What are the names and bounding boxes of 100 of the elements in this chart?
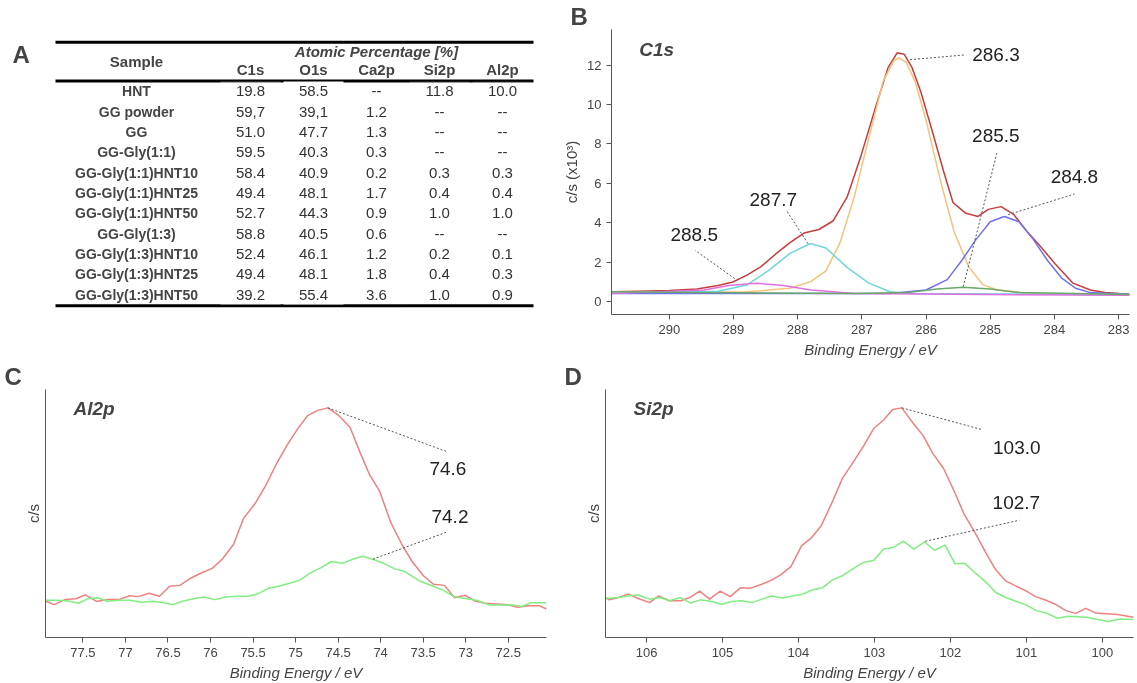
data-label: 49.4	[235, 183, 266, 201]
y-axis-title: c/s	[24, 503, 42, 524]
data-label: 59.5	[235, 143, 266, 161]
x-tick-label: 288	[786, 321, 809, 337]
y-tick-label: GG-Gly(1:1)HNT25	[75, 184, 199, 201]
text: --	[371, 82, 382, 100]
y-tick-label: 12	[587, 57, 602, 73]
x-tick-label: 286	[915, 321, 937, 337]
x-tick-label: 284	[1043, 321, 1066, 337]
text: B	[570, 2, 588, 30]
text: A	[12, 40, 30, 68]
data-label: 0.4	[492, 183, 513, 201]
x-tick-label: 101	[1015, 644, 1038, 660]
y-tick-label: GG-Gly(1:3)HNT50	[75, 286, 199, 303]
x-tick-label: 73	[458, 644, 473, 660]
data-label: 1.3	[366, 122, 387, 140]
x-tick-label: 74.5	[325, 644, 351, 660]
data-label: 55.4	[298, 285, 329, 303]
text: --	[434, 102, 445, 120]
text: --	[434, 143, 445, 161]
x-tick-label: 289	[722, 321, 745, 337]
annotation: 288.5	[670, 223, 718, 245]
annotation: 284.8	[1050, 165, 1099, 187]
x-tick-label: 105	[711, 644, 734, 660]
x-tick-label: 75.5	[240, 644, 266, 660]
annotation: 287.7	[749, 188, 798, 210]
data-label: 58.8	[235, 224, 266, 242]
annotation: 74.6	[429, 457, 467, 479]
x-tick-label: Si2p	[423, 60, 456, 78]
data-label: 59,7	[235, 102, 266, 120]
x-tick-label: Ca2p	[358, 60, 395, 78]
y-axis-title: c/s	[584, 503, 602, 524]
x-tick-label: 72.5	[495, 644, 521, 660]
text: --	[497, 143, 508, 161]
x-axis-title: Binding Energy / eV	[229, 663, 365, 681]
x-tick-label: O1s	[299, 60, 328, 78]
annotation: 102.7	[992, 492, 1041, 514]
chart-title: Atomic Percentage [%]	[293, 43, 460, 61]
x-tick-label: 103	[863, 644, 886, 660]
data-label: 1.0	[492, 204, 513, 222]
text: D	[564, 362, 582, 390]
x-tick-label: 77	[118, 644, 133, 660]
text: C1s	[639, 38, 675, 60]
data-label: 0.2	[366, 163, 387, 181]
data-label: 10.0	[487, 82, 518, 100]
annotation: 74.2	[431, 505, 469, 527]
annotation: 103.0	[993, 436, 1041, 458]
data-label: 52.7	[235, 204, 266, 222]
annotation: 285.5	[972, 124, 1020, 146]
x-tick-label: 283	[1107, 321, 1130, 337]
x-tick-label: Al2p	[486, 60, 519, 78]
data-label: 1.2	[366, 245, 387, 263]
y-tick-label: GG powder	[98, 103, 175, 120]
annotation: 286.3	[972, 44, 1020, 66]
x-tick-label: 100	[1091, 644, 1114, 660]
data-label: 46.1	[298, 245, 329, 263]
x-axis-title: Binding Energy / eV	[804, 340, 939, 358]
y-tick-label: GG-Gly(1:3)	[97, 225, 176, 242]
y-axis-title: c/s (x10³)	[563, 140, 581, 204]
data-label: 51.0	[235, 122, 266, 140]
data-label: 39.2	[235, 285, 266, 303]
data-label: 0.3	[492, 265, 513, 283]
x-tick-label: 102	[939, 644, 962, 660]
data-label: 40.3	[298, 143, 329, 161]
x-tick-label: C1s	[236, 60, 265, 78]
x-tick-label: 77.5	[70, 644, 96, 660]
data-label: 1.0	[429, 285, 450, 303]
x-tick-label: 75	[288, 644, 303, 660]
data-label: 0.1	[492, 245, 513, 263]
data-label: 0.2	[429, 245, 450, 263]
text: C	[4, 362, 22, 390]
x-tick-label: 73.5	[410, 644, 436, 660]
data-label: 0.9	[366, 204, 387, 222]
data-label: 49.4	[235, 265, 266, 283]
y-tick-label: GG-Gly(1:1)HNT50	[75, 205, 199, 222]
chart-title: Al2p	[72, 397, 115, 419]
text: --	[434, 122, 445, 140]
data-label: 40.5	[298, 224, 329, 242]
y-tick-label: GG	[125, 123, 148, 140]
x-tick-label: 74	[373, 644, 388, 660]
data-label: 19.8	[235, 82, 266, 100]
data-label: 0.6	[366, 224, 387, 242]
x-tick-label: 76	[203, 644, 218, 660]
data-label: 0.3	[492, 163, 513, 181]
y-axis-title: Sample	[109, 53, 164, 71]
y-tick-label: 8	[594, 136, 602, 152]
y-tick-label: HNT	[122, 83, 152, 100]
x-axis-title: Binding Energy / eV	[803, 663, 938, 681]
y-tick-label: 10	[587, 96, 602, 112]
data-label: 1.0	[429, 204, 450, 222]
data-label: 48.1	[298, 183, 329, 201]
x-tick-label: 285	[979, 321, 1002, 337]
chart-title: Si2p	[633, 397, 674, 419]
data-label: 3.6	[366, 285, 387, 303]
y-tick-label: GG-Gly(1:3)HNT25	[75, 266, 199, 283]
data-label: 47.7	[298, 122, 329, 140]
x-tick-label: 287	[850, 321, 873, 337]
data-label: 48.1	[298, 265, 329, 283]
data-label: 44.3	[298, 204, 329, 222]
x-tick-label: 76.5	[155, 644, 181, 660]
